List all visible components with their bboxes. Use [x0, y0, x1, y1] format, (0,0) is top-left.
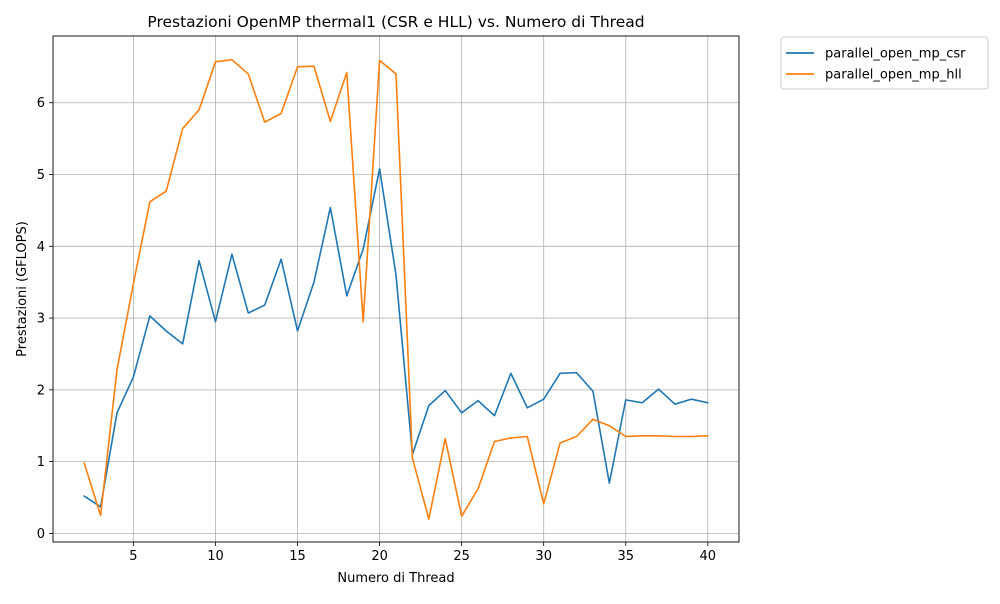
y-tick-label: 5: [37, 168, 45, 183]
x-tick-label: 15: [289, 549, 306, 564]
y-tick-label: 3: [37, 312, 45, 327]
x-tick-label: 35: [617, 549, 634, 564]
chart-title: Prestazioni OpenMP thermal1 (CSR e HLL) …: [147, 13, 644, 31]
x-tick-label: 10: [207, 549, 224, 564]
y-tick-label: 0: [37, 527, 45, 542]
x-tick-label: 5: [129, 549, 137, 564]
y-tick-label: 4: [37, 240, 45, 255]
legend-frame: [780, 36, 989, 90]
plot-frame: [52, 35, 740, 543]
y-tick-label: 6: [37, 96, 45, 111]
y-axis-label: Prestazioni (GFLOPS): [15, 221, 30, 357]
y-tick-label: 2: [37, 383, 45, 398]
grid-lines: [53, 36, 739, 542]
legend-label-1: parallel_open_mp_hll: [825, 68, 962, 83]
series-line-1: [83, 58, 709, 520]
x-tick-label: 25: [453, 549, 470, 564]
legend: parallel_open_mp_csr parallel_open_mp_hll: [780, 36, 989, 90]
y-tick-label: 1: [37, 455, 45, 470]
x-tick-label: 30: [535, 549, 552, 564]
x-axis-label: Numero di Thread: [337, 571, 454, 586]
series-line-0: [83, 167, 709, 508]
x-tick-label: 20: [371, 549, 388, 564]
legend-label-0: parallel_open_mp_csr: [825, 47, 966, 62]
axis-ticks: 5 10 15 20 25 30 35 40 0 1 2 3 4 5 6: [37, 96, 716, 564]
series-lines: [83, 58, 709, 520]
x-tick-label: 40: [700, 549, 717, 564]
